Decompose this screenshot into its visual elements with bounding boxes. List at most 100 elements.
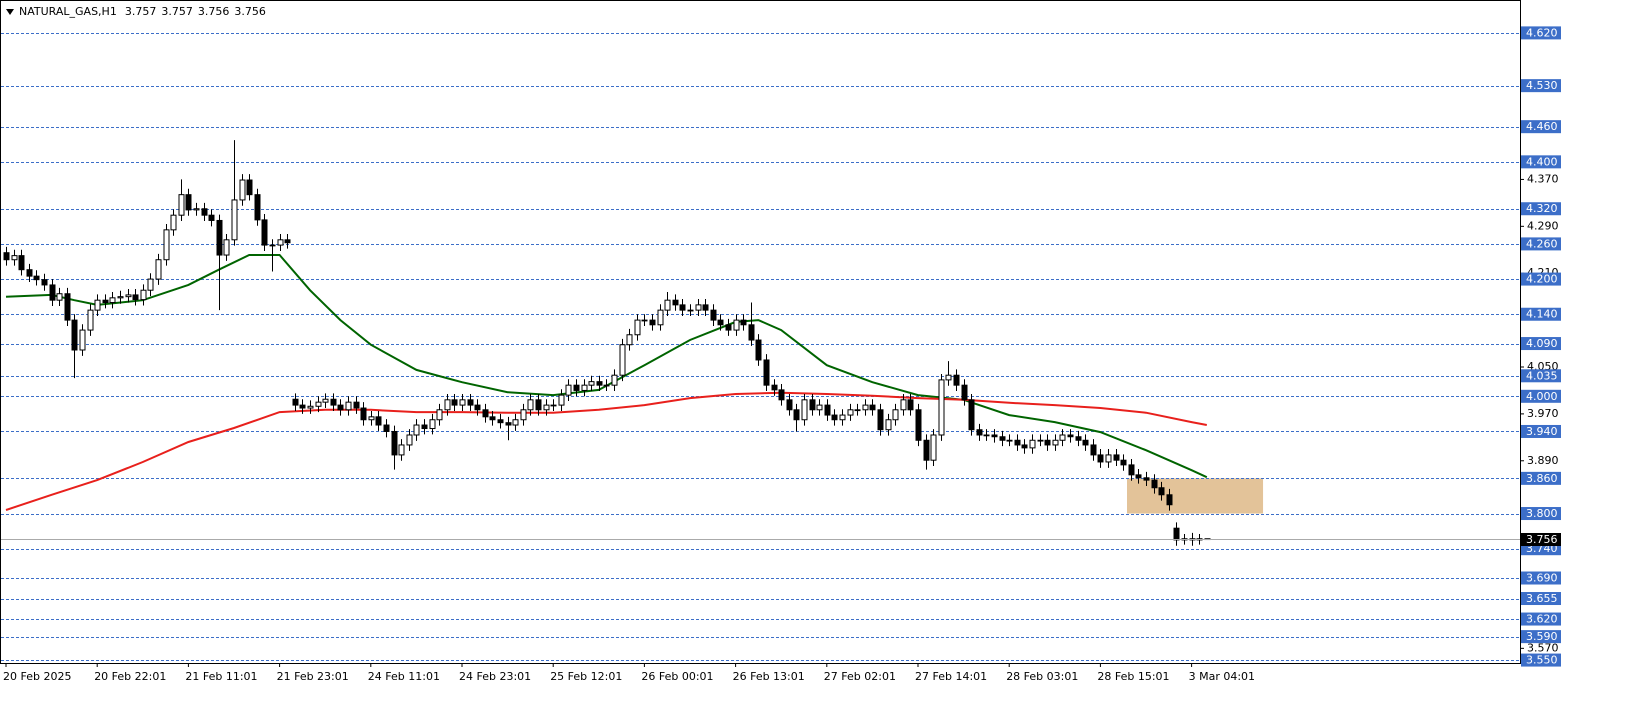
candle-body bbox=[831, 414, 838, 421]
candle bbox=[1029, 434, 1036, 454]
candle bbox=[771, 379, 778, 396]
candle-body bbox=[239, 179, 246, 201]
candle-body bbox=[854, 409, 861, 412]
candle bbox=[132, 289, 139, 306]
level-label-box bbox=[1521, 653, 1561, 667]
candle bbox=[353, 396, 360, 414]
candle bbox=[573, 379, 580, 397]
candle bbox=[170, 209, 177, 236]
candle-body bbox=[1052, 439, 1059, 446]
candle-body bbox=[26, 269, 33, 277]
candle bbox=[1037, 434, 1044, 447]
candle bbox=[444, 393, 451, 416]
candle-body bbox=[862, 404, 869, 411]
level-label: 4.200 bbox=[1526, 273, 1558, 286]
low: 3.756 bbox=[198, 5, 230, 18]
candle bbox=[299, 399, 306, 414]
candle-body bbox=[413, 424, 420, 436]
candle-body bbox=[953, 374, 960, 386]
candle bbox=[261, 214, 268, 251]
candle bbox=[239, 174, 246, 206]
candle-body bbox=[664, 299, 671, 311]
candle-body bbox=[459, 399, 466, 406]
candle bbox=[421, 419, 428, 435]
level-label-box bbox=[1521, 471, 1561, 485]
candle-body bbox=[672, 299, 679, 306]
candle-body bbox=[710, 309, 717, 321]
y-tick-label: 3.570 bbox=[1527, 641, 1559, 654]
candle bbox=[565, 379, 572, 401]
candle bbox=[109, 291, 116, 309]
candle bbox=[1113, 449, 1120, 467]
candle bbox=[512, 413, 519, 431]
candle bbox=[854, 403, 861, 416]
candle bbox=[1158, 481, 1165, 501]
candle bbox=[558, 389, 565, 411]
candle bbox=[641, 314, 648, 326]
candle bbox=[1052, 434, 1059, 451]
candle-body bbox=[41, 279, 48, 286]
candle-body bbox=[223, 239, 230, 256]
candle-body bbox=[444, 399, 451, 411]
candle bbox=[907, 393, 914, 416]
candle-body bbox=[56, 293, 63, 301]
candle-body bbox=[626, 334, 633, 346]
candle-body bbox=[801, 399, 808, 421]
level-label: 4.460 bbox=[1526, 120, 1558, 133]
x-tick-label: 21 Feb 11:01 bbox=[185, 670, 257, 683]
level-label: 3.620 bbox=[1526, 613, 1558, 626]
price-label-box bbox=[1521, 533, 1561, 546]
candle-body bbox=[322, 398, 329, 403]
candle-body bbox=[132, 294, 139, 301]
candle bbox=[1082, 434, 1089, 451]
candle bbox=[489, 410, 496, 426]
candle-body bbox=[558, 394, 565, 406]
candle-body bbox=[1166, 494, 1173, 506]
candle bbox=[1151, 474, 1158, 494]
candle-body bbox=[33, 275, 40, 281]
candle bbox=[307, 400, 314, 414]
candle-body bbox=[869, 404, 876, 411]
candle bbox=[535, 393, 542, 416]
candle-body bbox=[261, 219, 268, 246]
candle bbox=[41, 273, 48, 291]
candle-body bbox=[269, 244, 276, 247]
candle bbox=[991, 429, 998, 443]
candle-body bbox=[87, 309, 94, 331]
candle bbox=[945, 361, 952, 386]
candle bbox=[18, 249, 25, 276]
candle-body bbox=[778, 389, 785, 401]
y-tick-label: 3.890 bbox=[1527, 454, 1559, 467]
x-tick-label: 27 Feb 02:01 bbox=[824, 670, 896, 683]
candle-body bbox=[596, 381, 603, 386]
candle-body bbox=[550, 404, 557, 407]
candle bbox=[778, 383, 785, 406]
level-label: 3.550 bbox=[1526, 654, 1558, 667]
candle-body bbox=[771, 384, 778, 391]
candle bbox=[581, 379, 588, 397]
candle-body bbox=[809, 399, 816, 411]
candle bbox=[1097, 449, 1104, 468]
candle-body bbox=[1151, 479, 1158, 489]
candle-body bbox=[824, 404, 831, 416]
level-label: 4.260 bbox=[1526, 237, 1558, 250]
candle-body bbox=[292, 398, 299, 406]
candle bbox=[254, 188, 261, 226]
candle bbox=[398, 439, 405, 461]
level-label: 3.860 bbox=[1526, 472, 1558, 485]
candle bbox=[839, 409, 846, 426]
level-label: 4.620 bbox=[1526, 26, 1558, 39]
candle bbox=[801, 393, 808, 426]
menu-arrow[interactable] bbox=[6, 9, 14, 15]
candle bbox=[923, 434, 930, 470]
candle-body bbox=[885, 419, 892, 431]
candle bbox=[391, 425, 398, 470]
candle-body bbox=[497, 419, 504, 424]
candle-body bbox=[11, 255, 18, 261]
candle-body bbox=[1135, 474, 1142, 479]
candle bbox=[413, 419, 420, 441]
level-label-box bbox=[1521, 507, 1561, 521]
candle bbox=[831, 409, 838, 426]
candle-body bbox=[406, 434, 413, 446]
candle bbox=[733, 314, 740, 336]
